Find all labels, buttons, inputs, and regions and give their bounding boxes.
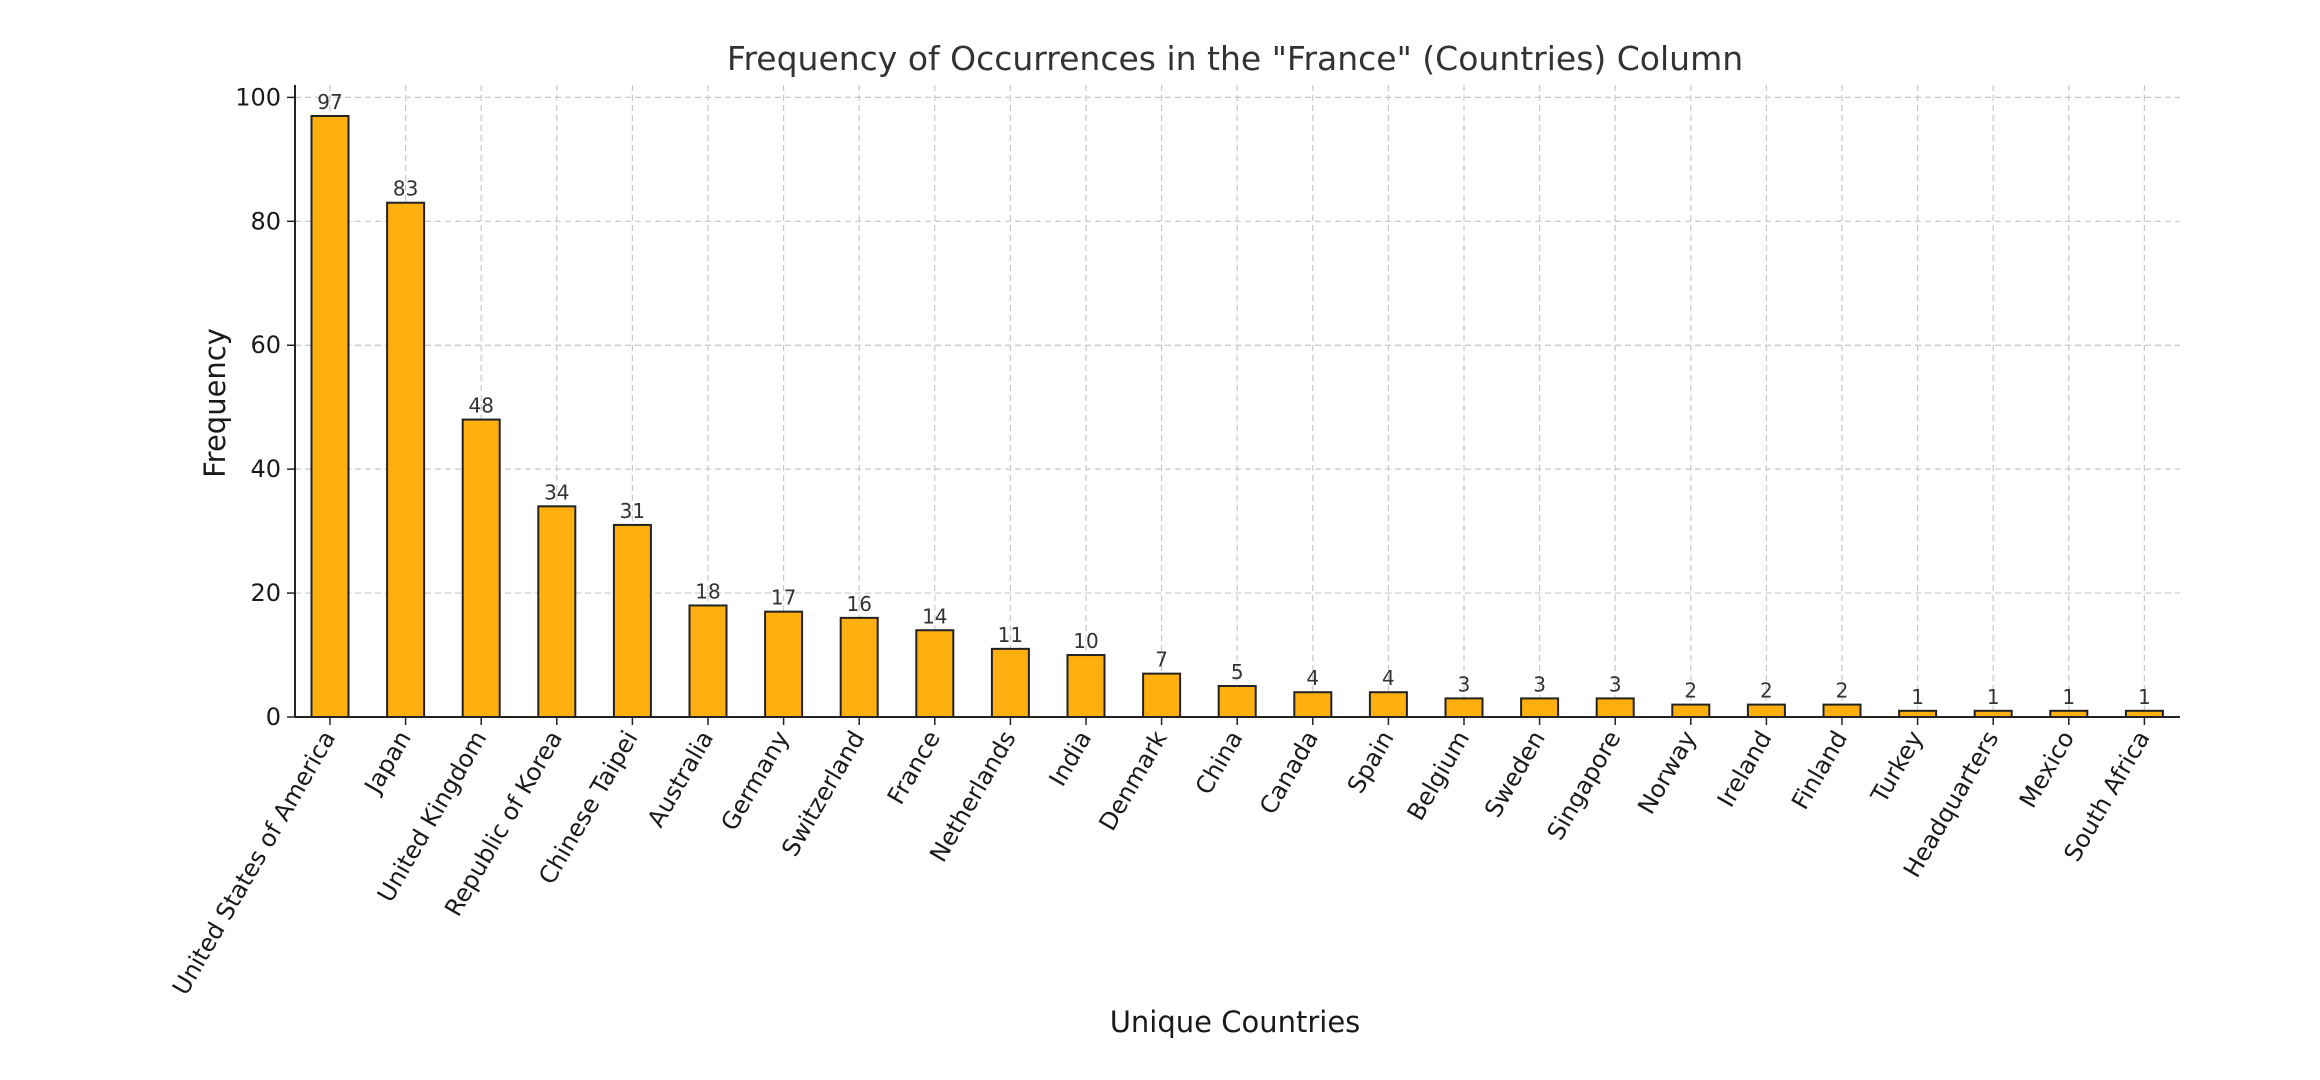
bars (310, 114, 2164, 719)
bar (537, 505, 577, 719)
bar (1293, 691, 1333, 719)
y-axis-title: Frequency (198, 328, 232, 478)
bar-value-label: 10 (1073, 629, 1098, 653)
chart-title: Frequency of Occurrences in the "France"… (727, 39, 1743, 78)
y-tick-label: 80 (250, 207, 281, 235)
x-tick-label: Sweden (1479, 726, 1551, 822)
x-tick-label: Finland (1786, 726, 1853, 814)
bar (1520, 697, 1560, 718)
y-tick-label: 100 (235, 83, 281, 111)
bar-value-label: 7 (1155, 648, 1168, 672)
bar (1066, 654, 1106, 719)
x-tick-label: Denmark (1093, 726, 1172, 836)
y-tick-label: 40 (250, 455, 281, 483)
x-tick-label: Spain (1342, 726, 1400, 798)
bar-value-label: 1 (2138, 685, 2151, 709)
y-tick-label: 0 (266, 703, 281, 731)
bar (764, 610, 804, 719)
bar-value-label: 2 (1836, 679, 1849, 703)
bar-value-label: 3 (1609, 672, 1622, 696)
x-tick-label: United States of America (167, 726, 341, 1000)
bar (1671, 703, 1711, 719)
bar (1217, 685, 1257, 718)
bar (1142, 672, 1182, 718)
x-tick-label: Mexico (2014, 726, 2080, 813)
y-tick-label: 60 (250, 331, 281, 359)
bar-value-label: 18 (695, 579, 720, 603)
x-tick-label: Japan (358, 726, 417, 800)
bar-value-label: 4 (1306, 666, 1319, 690)
bar (990, 647, 1030, 718)
x-tick-label: Singapore (1542, 726, 1627, 845)
bar-value-label: 83 (393, 177, 418, 201)
x-tick-label: Belgium (1402, 726, 1475, 825)
x-tick-label: Norway (1632, 726, 1702, 819)
bar-value-label: 48 (468, 394, 493, 418)
x-tick-label: China (1190, 726, 1249, 799)
bar-value-label: 5 (1231, 660, 1244, 684)
bar-value-label: 2 (1760, 679, 1773, 703)
x-tick-label: India (1043, 726, 1097, 791)
bar (612, 523, 652, 718)
bar-value-label: 1 (1911, 685, 1924, 709)
x-tick-label: Canada (1254, 726, 1324, 819)
x-tick-label: Ireland (1712, 726, 1778, 812)
x-tick-label: France (882, 726, 946, 809)
y-tick-label: 20 (250, 579, 281, 607)
bar-value-label: 1 (2062, 685, 2075, 709)
bar-value-label: 1 (1987, 685, 2000, 709)
x-axis-title: Unique Countries (1110, 1005, 1361, 1039)
bar (1746, 703, 1786, 719)
bar-value-label: 16 (846, 592, 871, 616)
bar-value-label: 97 (317, 90, 342, 114)
bar-value-label: 2 (1684, 679, 1697, 703)
x-tick-label: Australia (642, 726, 719, 832)
bar-value-label: 14 (922, 604, 947, 628)
bar-value-label: 11 (998, 623, 1023, 647)
y-tick-labels: 0 20 40 60 80 100 (235, 83, 295, 731)
bar (688, 604, 728, 718)
bar (1822, 703, 1862, 719)
bar-value-label: 17 (771, 586, 796, 610)
bar-value-label: 3 (1533, 672, 1546, 696)
bar (1444, 697, 1484, 718)
bar (310, 114, 350, 718)
bar (1595, 697, 1635, 718)
bar-value-label: 31 (620, 499, 645, 523)
bar-value-label: 4 (1382, 666, 1395, 690)
bar (1368, 691, 1408, 719)
bar-value-label: 34 (544, 480, 569, 504)
x-tick-label: Turkey (1865, 726, 1929, 809)
x-tick-label: Germany (715, 726, 794, 836)
bar (915, 629, 955, 718)
bar (386, 201, 426, 719)
grid-lines (295, 85, 2180, 717)
bar (839, 616, 879, 718)
bar (461, 418, 501, 718)
bar-value-label: 3 (1458, 672, 1471, 696)
